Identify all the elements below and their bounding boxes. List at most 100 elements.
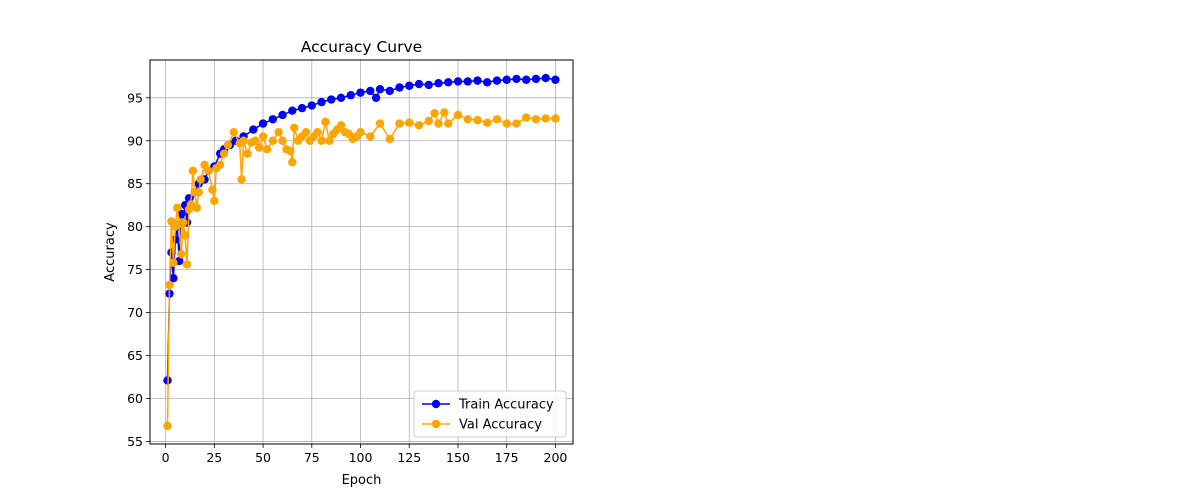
data-point [288,106,297,115]
data-point [325,136,334,145]
data-point [237,175,246,184]
data-point [502,119,511,128]
data-point [169,258,178,267]
series-val [163,108,560,431]
y-tick-label: 85 [127,176,143,191]
data-point [321,117,330,127]
data-point [434,78,443,88]
data-point [522,75,531,84]
data-point [274,127,283,137]
data-point [336,93,346,102]
data-point [194,188,203,197]
legend-entry: Train Accuracy [422,398,554,413]
data-point [313,127,322,137]
data-point [473,115,482,125]
data-point [223,140,233,150]
data-point [254,143,264,152]
data-point [395,83,404,92]
data-point [258,119,268,128]
data-point [430,109,439,118]
legend: Train Accuracy Val Accuracy [413,390,567,438]
data-point [395,119,404,128]
data-point [215,160,225,170]
data-point [492,76,502,85]
data-point [424,116,433,126]
data-point [182,260,192,269]
data-point [307,101,316,110]
data-point [522,113,531,122]
data-point [375,119,385,128]
data-point [219,149,229,158]
data-point [249,125,258,134]
data-point [336,121,346,130]
data-point [196,175,205,184]
y-tick-label: 60 [127,391,143,406]
data-point [385,134,394,144]
data-point [243,149,252,158]
legend-entry: Val Accuracy [422,418,542,433]
data-point [356,127,365,137]
data-point [290,123,299,133]
data-point [473,76,482,85]
data-point [178,218,188,227]
data-point [366,86,375,96]
x-tick-label: 0 [162,450,170,465]
x-tick-label: 200 [544,450,568,465]
series-line [166,110,556,427]
grid [150,60,573,444]
data-point [317,97,326,107]
data-point [502,75,511,84]
data-point [434,119,443,128]
data-point [268,136,278,145]
y-tick-label: 55 [127,434,143,449]
data-point [346,91,355,100]
x-tick-label: 150 [446,450,470,465]
data-point [204,166,213,176]
x-tick-label: 125 [397,450,421,465]
data-point [188,166,198,176]
data-point [405,118,414,127]
data-point [440,108,449,117]
data-point [444,78,453,87]
data-point [251,136,260,145]
ticks: 0 25 50 75 100 125 150 175 200 55 60 65 70 75 80 85 90 95 [127,90,567,465]
data-point [163,421,172,431]
axes-frame [149,59,574,445]
data-point [165,280,174,290]
data-point [531,115,541,124]
data-point [483,118,492,127]
data-point [366,132,375,141]
y-tick-label: 75 [127,262,143,277]
y-tick-label: 80 [127,219,143,234]
x-tick-label: 25 [206,450,222,465]
data-point [200,160,209,170]
data-point [444,119,453,128]
data-point [262,145,272,154]
data-point [258,132,268,141]
data-point [301,127,311,137]
data-point [268,115,278,124]
data-point [278,110,287,120]
data-point [512,74,521,84]
data-point [453,110,463,120]
data-point [551,75,560,84]
legend-label: Train Accuracy [458,398,554,413]
data-point [492,115,502,124]
data-point [239,136,248,145]
chart-title: Accuracy Curve [301,38,422,56]
data-point [180,231,190,240]
x-tick-label: 100 [349,450,373,465]
data-point [176,209,186,218]
x-axis-label: Epoch [342,473,382,488]
series [163,73,560,431]
legend-entries: Train Accuracy Val Accuracy [422,398,554,433]
data-point [483,78,492,87]
data-point [208,185,217,194]
data-point [356,88,365,97]
data-point [512,119,521,128]
data-point [288,158,297,167]
data-point [405,81,414,90]
data-point [327,95,336,104]
data-point [463,77,472,86]
